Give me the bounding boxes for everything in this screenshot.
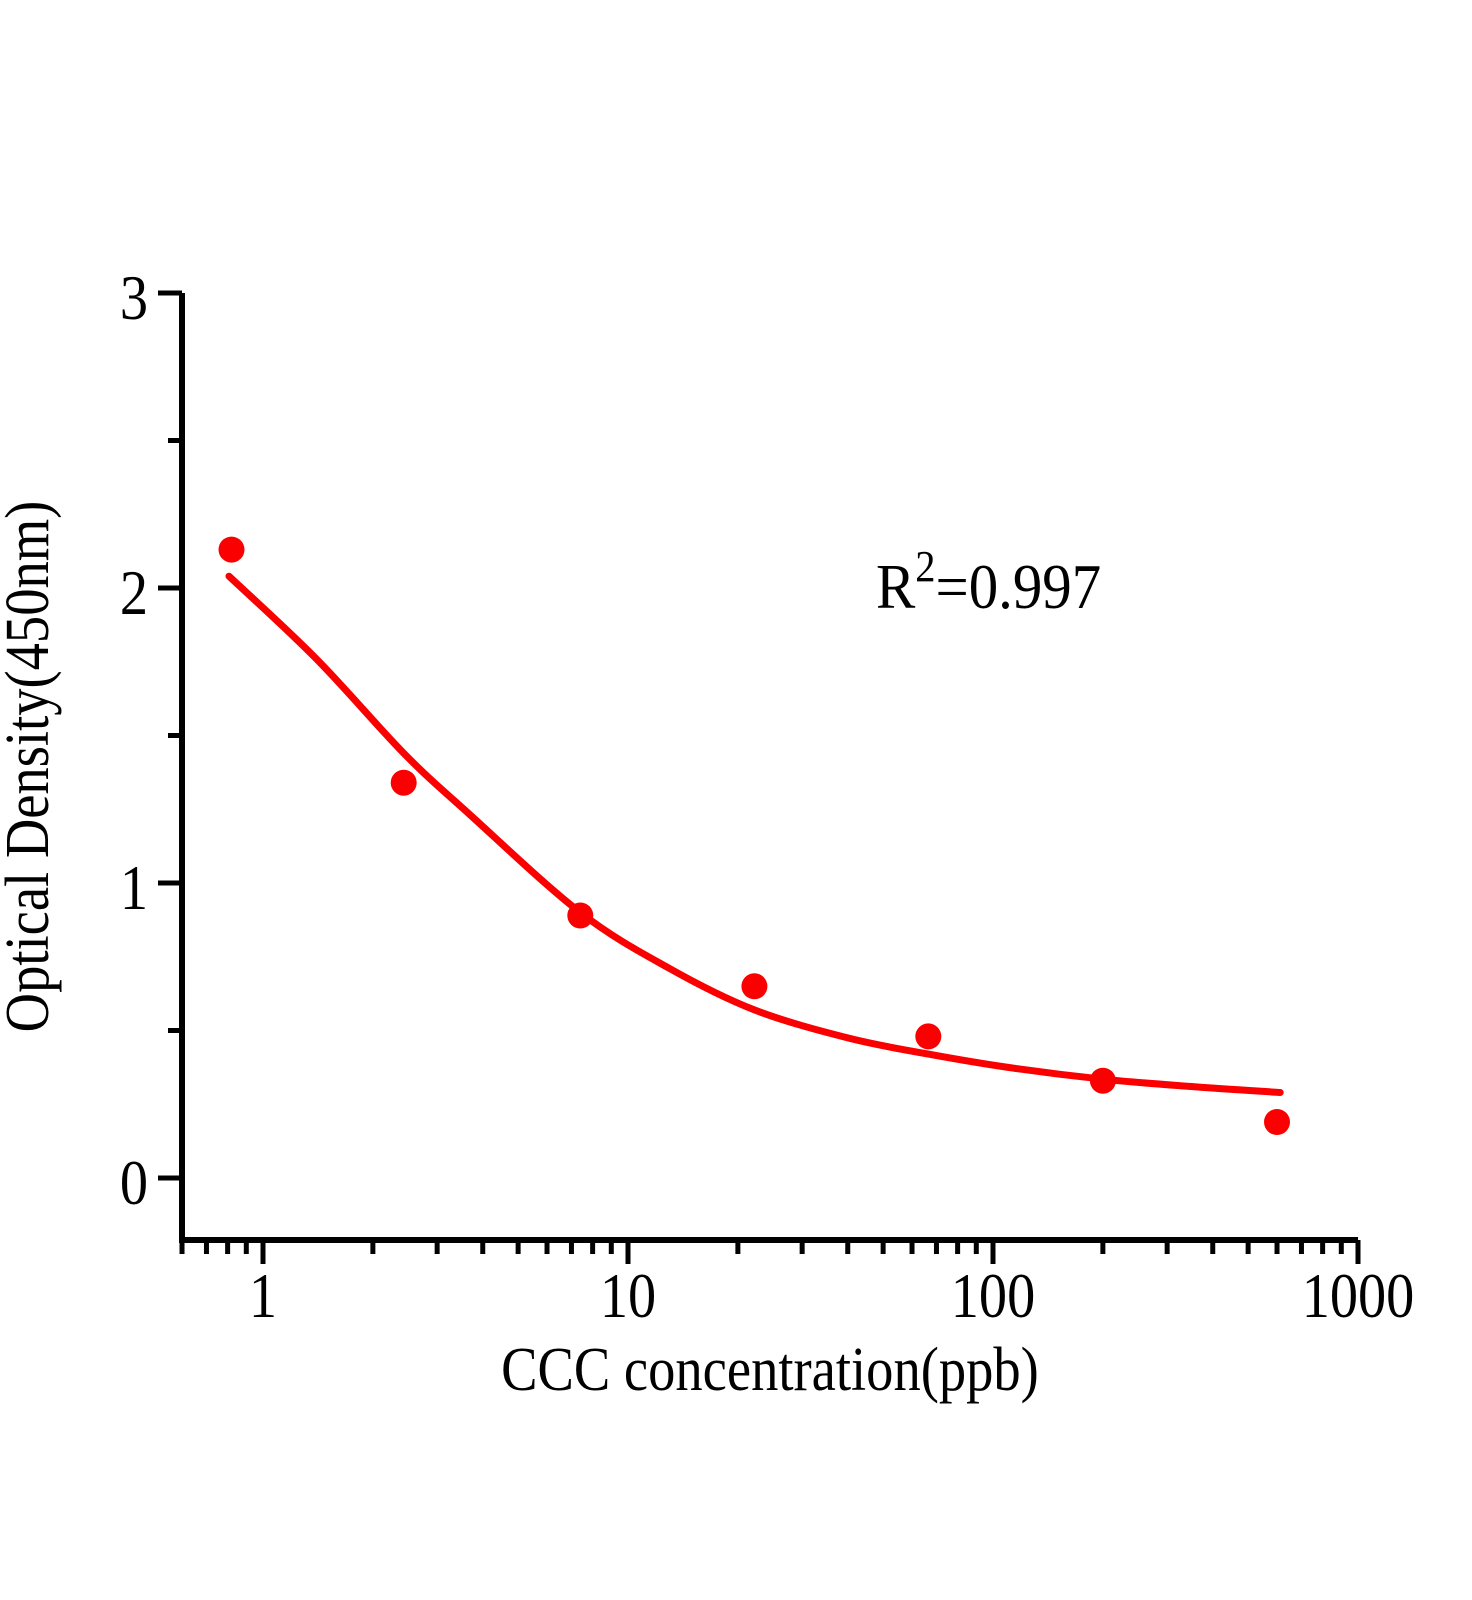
r-squared-base: R — [876, 552, 915, 623]
data-point — [741, 973, 768, 1000]
y-tick-label: 0 — [120, 1148, 148, 1219]
x-axis-tick-labels: 1 10 100 1000 — [249, 1261, 1414, 1332]
y-axis-title: Optical Density(450nm) — [0, 501, 62, 1033]
x-axis-title: CCC concentration(ppb) — [501, 1335, 1039, 1404]
data-point — [567, 902, 594, 929]
y-axis-ticks — [158, 290, 182, 1181]
data-point — [1089, 1067, 1116, 1094]
y-tick-label: 3 — [120, 263, 148, 334]
y-tick-label: 1 — [120, 853, 148, 924]
data-point — [915, 1023, 942, 1050]
data-point — [1264, 1109, 1290, 1135]
r-squared-value: =0.997 — [936, 552, 1102, 623]
fit-curve — [225, 572, 1284, 1096]
axes — [179, 293, 1358, 1243]
x-tick-label: 1 — [249, 1261, 277, 1332]
x-axis-ticks — [179, 1240, 1361, 1264]
r-squared-exponent: 2 — [915, 542, 935, 591]
x-tick-label: 100 — [951, 1261, 1035, 1332]
r-squared-annotation: R2=0.997 — [876, 542, 1101, 622]
data-point — [390, 769, 417, 796]
data-point — [218, 536, 245, 563]
x-tick-label: 10 — [600, 1261, 656, 1332]
x-tick-label: 1000 — [1302, 1261, 1415, 1332]
y-tick-label: 2 — [120, 558, 148, 629]
y-axis-tick-labels: 0 1 2 3 — [120, 263, 148, 1219]
data-points-series — [218, 536, 1290, 1135]
